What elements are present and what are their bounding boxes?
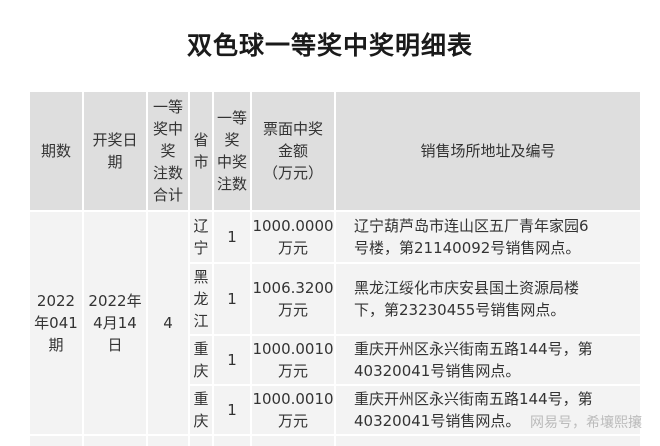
amount-cell-text: 1000.0010 万元: [252, 390, 334, 430]
address-cell-text: 重庆开州区永兴街南五路144号，第 40320041号销售网点。: [354, 340, 593, 380]
province-cell-text: 重庆: [193, 390, 209, 430]
date-cell: 2022年 4月14 日: [84, 212, 146, 434]
header-count: 一等奖中奖 注数: [214, 92, 250, 210]
header-total-count: 一等 奖中奖注数 合计: [148, 92, 188, 210]
address-cell-text: 重庆开州区永兴街南五路144号，第 40320041号销售网点。: [354, 390, 593, 430]
province-cell-text: 辽宁: [193, 217, 209, 257]
amount-cell: 1000.0010 万元: [252, 336, 334, 384]
count-cell-text: 1: [227, 351, 237, 369]
amount-cell: 1006.3200 万元: [252, 264, 334, 334]
amount-cell: 1000.0010 万元: [252, 386, 334, 434]
next-row-cell: [190, 436, 212, 446]
address-cell: 黑龙江绥化市庆安县国土资源局楼 下，第23230455号销售网点。: [336, 264, 640, 334]
header-address: 销售场所地址及编号: [336, 92, 640, 210]
header-date-text: 开奖日期: [92, 131, 138, 171]
issue-cell-text: 2022年041期: [34, 292, 78, 354]
province-cell-text: 重庆: [193, 340, 209, 380]
amount-cell-text: 1006.3200 万元: [252, 279, 334, 319]
address-cell: 重庆开州区永兴街南五路144号，第 40320041号销售网点。: [336, 386, 640, 434]
issue-cell: 2022年041期: [30, 212, 82, 434]
address-cell-text: 辽宁葫芦岛市连山区五厂青年家园6 号楼，第21140092号销售网点。: [354, 217, 589, 257]
count-cell: 1: [214, 264, 250, 334]
header-issue-text: 期数: [40, 142, 71, 160]
header-amount: 票面中奖 金额 （万元）: [252, 92, 334, 210]
amount-cell: 1000.0000 万元: [252, 212, 334, 262]
total-count-cell-text: 4: [163, 314, 173, 332]
header-date: 开奖日期: [84, 92, 146, 210]
header-province: 省市: [190, 92, 212, 210]
province-cell: 重庆: [190, 386, 212, 434]
next-row-cell: [84, 436, 146, 446]
page-title: 双色球一等奖中奖明细表: [186, 31, 473, 60]
header-count-text: 一等奖中奖 注数: [216, 109, 247, 193]
count-cell: 1: [214, 386, 250, 434]
province-cell-text: 黑龙江: [193, 268, 209, 330]
watermark: 网易号，希壤熙攘: [530, 415, 642, 431]
next-row-cell: [148, 436, 188, 446]
province-cell: 黑龙江: [190, 264, 212, 334]
address-cell: 重庆开州区永兴街南五路144号，第 40320041号销售网点。: [336, 336, 640, 384]
total-count-cell: 4: [148, 212, 188, 434]
count-cell: 1: [214, 336, 250, 384]
amount-cell-text: 1000.0000 万元: [252, 217, 334, 257]
address-cell: 辽宁葫芦岛市连山区五厂青年家园6 号楼，第21140092号销售网点。: [336, 212, 640, 262]
header-total-count-text: 一等 奖中奖注数 合计: [152, 98, 183, 204]
province-cell: 重庆: [190, 336, 212, 384]
count-cell: 1: [214, 212, 250, 262]
header-province-text: 省市: [193, 131, 209, 171]
header-issue: 期数: [30, 92, 82, 210]
amount-cell-text: 1000.0010 万元: [252, 340, 334, 380]
next-row-cell: [252, 436, 334, 446]
count-cell-text: 1: [227, 401, 237, 419]
address-cell-text: 黑龙江绥化市庆安县国土资源局楼 下，第23230455号销售网点。: [354, 279, 580, 319]
header-address-text: 销售场所地址及编号: [420, 142, 556, 160]
count-cell-text: 1: [227, 290, 237, 308]
next-row-cell: [336, 436, 640, 446]
date-cell-text: 2022年 4月14 日: [88, 292, 142, 354]
header-amount-text: 票面中奖 金额 （万元）: [262, 120, 323, 182]
count-cell-text: 1: [227, 228, 237, 246]
next-row-cell: [30, 436, 82, 446]
next-row-cell: [214, 436, 250, 446]
province-cell: 辽宁: [190, 212, 212, 262]
